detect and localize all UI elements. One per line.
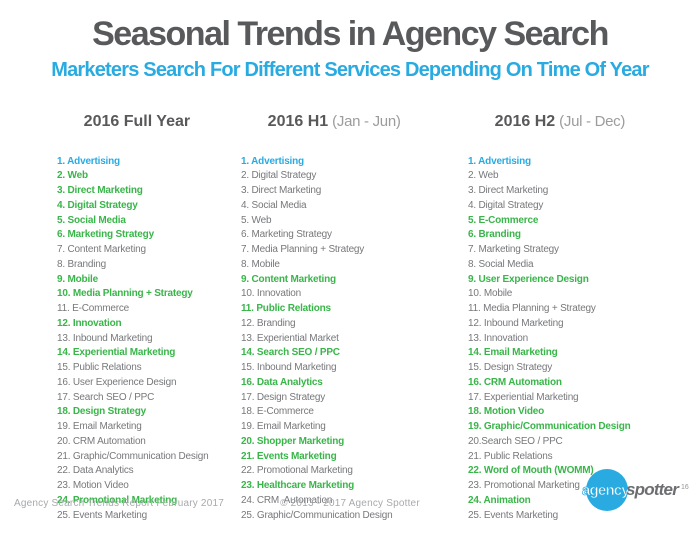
rank-item: 13. Inbound Marketing xyxy=(57,332,153,344)
rank-item: 6. Marketing Strategy xyxy=(241,229,332,241)
footer-copyright: © 2013 - 2017 Agency Spotter xyxy=(280,498,420,509)
rank-item: 10. Innovation xyxy=(241,288,302,300)
rank-item: 13. Innovation xyxy=(468,332,529,344)
rank-item: 3. Direct Marketing xyxy=(57,185,143,196)
rank-item: 20. Shopper Marketing xyxy=(241,435,345,447)
page-number: 16 xyxy=(681,484,689,491)
rank-item: 20.Search SEO / PPC xyxy=(468,435,563,447)
rank-item: 6. Branding xyxy=(468,229,521,241)
rank-item: 4. Digital Strategy xyxy=(468,199,544,211)
rank-item: 1. Advertising xyxy=(241,155,304,167)
column-h2: 2016 H2 (Jul - Dec) 1. Advertising 2. Web 3… xyxy=(468,95,693,523)
rank-item: 21. Graphic/Communication Design xyxy=(57,450,209,462)
page-subtitle: Marketers Search For Different Services … xyxy=(51,59,649,81)
rank-item: 15. Inbound Marketing xyxy=(241,362,337,373)
rank-item: 3. Direct Marketing xyxy=(468,185,549,196)
rank-item: 9. User Experience Design xyxy=(468,273,589,285)
rank-item: 16. User Experience Design xyxy=(57,376,177,388)
rank-item: 9. Mobile xyxy=(57,273,98,285)
rank-item: 19. Graphic/Communication Design xyxy=(468,421,631,432)
rank-item: 23. Promotional Marketing xyxy=(468,480,580,491)
rank-item: 6. Marketing Strategy xyxy=(57,229,154,241)
logo-spotter-text: spotter xyxy=(626,480,679,499)
rank-item: 12. Innovation xyxy=(57,317,122,329)
rank-item: 14. Email Marketing xyxy=(468,347,558,359)
rank-item: 3. Direct Marketing xyxy=(241,185,322,196)
rank-item: 8. Social Media xyxy=(468,258,534,270)
rank-list-full-year: 1. Advertising 2. Web 3. Direct Marketing 4… xyxy=(57,155,239,524)
rank-item: 2. Web xyxy=(468,170,499,182)
rank-item: 25. Events Marketing xyxy=(57,509,147,521)
rank-item: 2. Web xyxy=(57,170,88,182)
rank-item: 15. Design Strategy xyxy=(468,362,553,373)
rank-item: 5. E-Commerce xyxy=(468,214,539,226)
rank-item: 23. Healthcare Marketing xyxy=(241,480,355,491)
rank-item: 4. Digital Strategy xyxy=(57,199,138,211)
rank-item: 11. Public Relations xyxy=(241,303,331,314)
rank-item: 21. Public Relations xyxy=(468,450,553,462)
rank-item: 18. E-Commerce xyxy=(241,406,314,418)
rank-item: 10. Mobile xyxy=(468,288,513,300)
rank-item: 16. CRM Automation xyxy=(468,376,562,388)
rank-item: 11. Media Planning + Strategy xyxy=(468,303,596,314)
rank-item: 12. Branding xyxy=(241,317,296,329)
rank-item: 14. Search SEO / PPC xyxy=(241,347,340,359)
rank-list-h2: 1. Advertising 2. Web 3. Direct Marketing 4… xyxy=(468,155,693,524)
rank-item: 22. Data Analytics xyxy=(57,465,134,477)
rank-item: 25. Events Marketing xyxy=(468,509,558,521)
rank-item: 7. Marketing Strategy xyxy=(468,244,559,255)
rank-item: 7. Media Planning + Strategy xyxy=(241,244,365,255)
rank-item: 25. Graphic/Communication Design xyxy=(241,509,393,521)
rank-item: 5. Web xyxy=(241,214,272,226)
footer-report-name: Agency Search Trends Report February 201… xyxy=(14,498,224,509)
column-header-h2: 2016 H2 (Jul - Dec) xyxy=(468,95,693,149)
column-header-full-year: 2016 Full Year xyxy=(57,95,239,149)
column-header-title: 2016 H1 xyxy=(267,113,329,130)
rank-item: 4. Social Media xyxy=(241,199,307,211)
logo-agency-text: agency xyxy=(582,482,630,500)
rank-item: 8. Mobile xyxy=(241,258,280,270)
agency-spotter-logo: agency spotter xyxy=(582,469,686,515)
column-h1: 2016 H1 (Jan - Jun) 1. Advertising 2. Digi… xyxy=(241,95,465,523)
rank-item: 11. E-Commerce xyxy=(57,303,130,314)
rank-item: 8. Branding xyxy=(57,258,106,270)
column-header-title: 2016 Full Year xyxy=(83,113,191,130)
rank-item: 24. Animation xyxy=(468,494,531,506)
rank-item: 1. Advertising xyxy=(57,155,120,167)
rank-item: 7. Content Marketing xyxy=(57,244,146,255)
rank-item: 22. Word of Mouth (WOMM) xyxy=(468,465,594,477)
rank-item: 14. Experiential Marketing xyxy=(57,347,176,359)
column-header-title: 2016 H2 xyxy=(494,113,556,130)
column-full-year: 2016 Full Year 1. Advertising 2. Web 3. Di… xyxy=(57,95,239,523)
logo-circle-icon xyxy=(586,469,628,511)
rank-item: 19. Email Marketing xyxy=(57,421,142,432)
rank-item: 16. Data Analytics xyxy=(241,376,323,388)
rank-item: 18. Design Strategy xyxy=(57,406,147,418)
rank-item: 20. CRM Automation xyxy=(57,435,146,447)
rank-item: 21. Events Marketing xyxy=(241,450,337,462)
rank-item: 18. Motion Video xyxy=(468,406,545,418)
rank-item: 1. Advertising xyxy=(468,155,531,167)
column-header-h1: 2016 H1 (Jan - Jun) xyxy=(241,95,465,149)
rank-item: 24. CRM Automation xyxy=(241,494,333,506)
page-title: Seasonal Trends in Agency Search xyxy=(92,15,609,53)
rank-item: 9. Content Marketing xyxy=(241,273,336,285)
rank-item: 17. Experiential Marketing xyxy=(468,391,579,403)
column-header-range: (Jul - Dec) xyxy=(559,113,626,130)
rank-item: 24. Promotional Marketing xyxy=(57,494,178,506)
rank-item: 13. Experiential Market xyxy=(241,332,339,344)
rank-item: 5. Social Media xyxy=(57,214,126,226)
rank-item: 15. Public Relations xyxy=(57,362,142,373)
rank-item: 23. Motion Video xyxy=(57,480,129,491)
rank-list-h1: 1. Advertising 2. Digital Strategy 3. Dire… xyxy=(241,155,465,524)
column-header-range: (Jan - Jun) xyxy=(332,113,401,130)
rank-item: 17. Design Strategy xyxy=(241,391,326,403)
rank-item: 22. Promotional Marketing xyxy=(241,465,353,477)
rank-item: 10. Media Planning + Strategy xyxy=(57,288,193,300)
rank-item: 12. Inbound Marketing xyxy=(468,317,564,329)
rank-item: 17. Search SEO / PPC xyxy=(57,391,155,403)
rank-item: 2. Digital Strategy xyxy=(241,170,317,182)
rank-item: 19. Email Marketing xyxy=(241,421,326,432)
